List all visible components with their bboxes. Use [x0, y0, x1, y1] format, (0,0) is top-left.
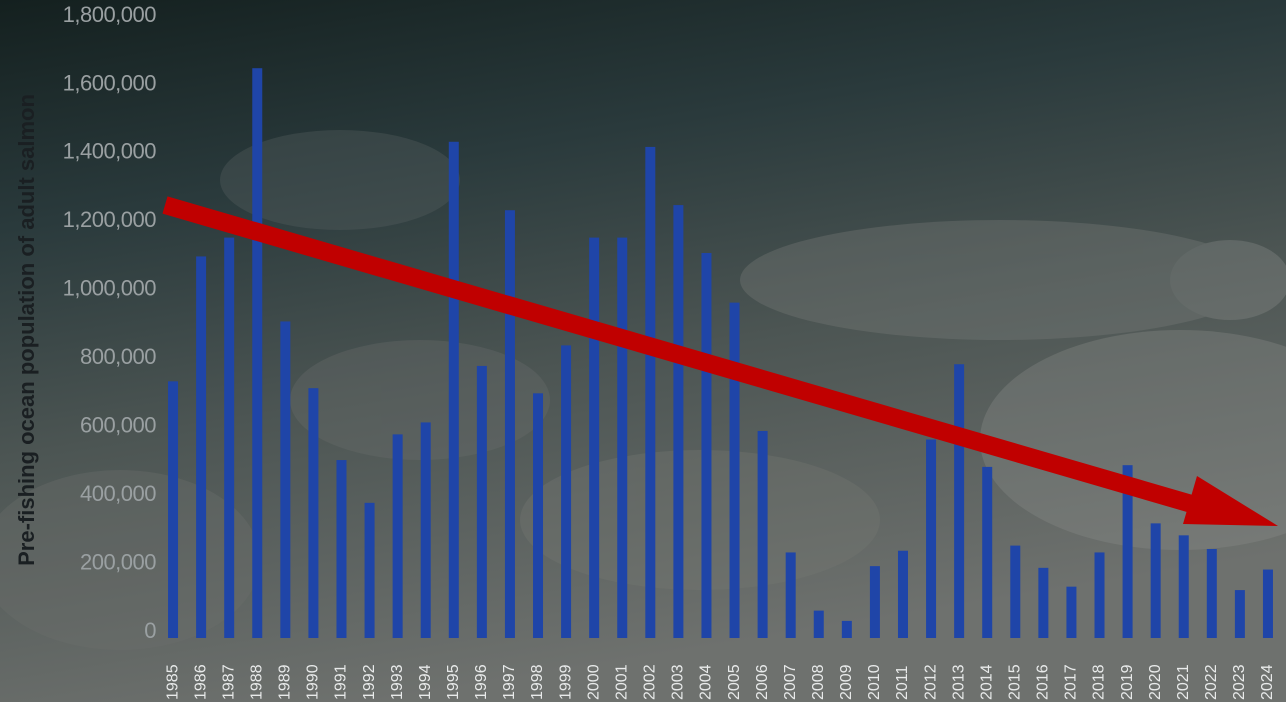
trend-arrow	[162, 196, 1278, 526]
bar	[252, 68, 263, 638]
x-tick-label: 2002	[642, 664, 659, 700]
x-tick-label: 2023	[1231, 664, 1248, 700]
bar	[869, 566, 880, 638]
y-tick-label: 400,000	[80, 481, 156, 506]
x-tick-label: 2007	[782, 664, 799, 700]
x-tick-label: 1994	[417, 664, 434, 700]
y-tick-label: 1,000,000	[63, 276, 157, 301]
x-tick-label: 1988	[248, 664, 265, 700]
bar	[1094, 552, 1105, 638]
bar	[617, 237, 628, 638]
x-tick-label: 2001	[613, 664, 630, 700]
bar	[701, 253, 712, 638]
x-tick-label: 1985	[164, 664, 181, 700]
x-tick-label: 2014	[978, 664, 995, 700]
bar	[364, 502, 375, 638]
bar	[785, 552, 796, 638]
bar	[561, 345, 572, 638]
bar	[1038, 567, 1049, 638]
bar	[224, 237, 235, 638]
bar	[504, 210, 515, 638]
bar	[589, 237, 600, 638]
bar	[813, 610, 824, 638]
plot: 0 200,000 400,000 600,000 800,000 1,000,000 1,…	[63, 2, 1277, 700]
x-tick-label: 2015	[1007, 664, 1024, 700]
x-tick-label: 2008	[810, 664, 827, 700]
bar	[897, 550, 908, 638]
x-tick-label: 2020	[1147, 664, 1164, 700]
bar	[841, 620, 852, 638]
x-tick-label: 1998	[529, 664, 546, 700]
bar	[448, 141, 459, 638]
bar	[1010, 545, 1021, 638]
x-tick-label: 2004	[698, 664, 715, 700]
x-tick-label: 2018	[1091, 664, 1108, 700]
x-tick-label: 1991	[333, 664, 350, 700]
x-tick-label: 1987	[220, 664, 237, 700]
x-tick-label: 2013	[950, 664, 967, 700]
x-tick-label: 2016	[1035, 664, 1052, 700]
x-tick-label: 2010	[866, 664, 883, 700]
y-tick-label: 1,400,000	[63, 139, 157, 164]
bar	[336, 460, 347, 638]
bar	[1122, 465, 1133, 638]
x-tick-label: 2003	[670, 664, 687, 700]
x-tick-label: 2011	[894, 665, 911, 700]
x-tick-label: 2021	[1175, 664, 1192, 700]
y-tick-label: 1,800,000	[63, 2, 157, 27]
x-tick-label: 1997	[501, 664, 518, 700]
x-tick-label: 1993	[389, 664, 406, 700]
bar	[673, 205, 684, 639]
y-tick-label: 600,000	[80, 412, 156, 437]
y-tick-label: 200,000	[80, 549, 156, 574]
bar	[168, 381, 179, 638]
x-tick-label: 2019	[1119, 664, 1136, 700]
bar	[1206, 549, 1217, 638]
x-tick-label: 2012	[922, 664, 939, 700]
x-tick-label: 2006	[754, 664, 771, 700]
bar	[420, 422, 431, 638]
y-tick-label: 1,600,000	[63, 70, 157, 95]
bar	[1262, 569, 1273, 638]
y-tick-label: 0	[144, 618, 156, 643]
bar	[645, 146, 656, 638]
x-tick-label: 2005	[726, 664, 743, 700]
bar	[476, 365, 487, 638]
x-tick-label: 1986	[192, 664, 209, 700]
bar	[196, 256, 207, 638]
bar	[757, 430, 768, 638]
x-tick-label: 1996	[473, 664, 490, 700]
x-tick-label: 2000	[585, 664, 602, 700]
y-tick-label: 800,000	[80, 344, 156, 369]
x-tick-label: 2024	[1259, 664, 1276, 700]
y-axis-label: Pre-fishing ocean population of adult sa…	[14, 94, 39, 566]
bar	[1066, 586, 1077, 638]
y-tick-label: 1,200,000	[63, 207, 157, 232]
x-tick-label: 2017	[1063, 664, 1080, 700]
x-tick-label: 1992	[361, 664, 378, 700]
bar	[954, 364, 965, 638]
x-tick-label: 1995	[445, 664, 462, 700]
x-tick-label: 1999	[557, 664, 574, 700]
bar	[729, 302, 740, 638]
bar	[926, 439, 937, 638]
bar	[392, 434, 403, 638]
bar	[1150, 523, 1161, 638]
bar	[982, 466, 993, 638]
bar	[533, 393, 544, 638]
arrow-shaft	[162, 196, 1198, 514]
x-tick-label: 2022	[1203, 664, 1220, 700]
x-tick-label: 1990	[305, 664, 322, 700]
bar	[280, 321, 291, 638]
bar	[308, 388, 319, 638]
x-tick-label: 2009	[838, 664, 855, 700]
x-tick-label: 1989	[277, 664, 294, 700]
bar	[1178, 535, 1189, 638]
bar	[1234, 590, 1245, 638]
arrow-head	[1183, 476, 1278, 526]
